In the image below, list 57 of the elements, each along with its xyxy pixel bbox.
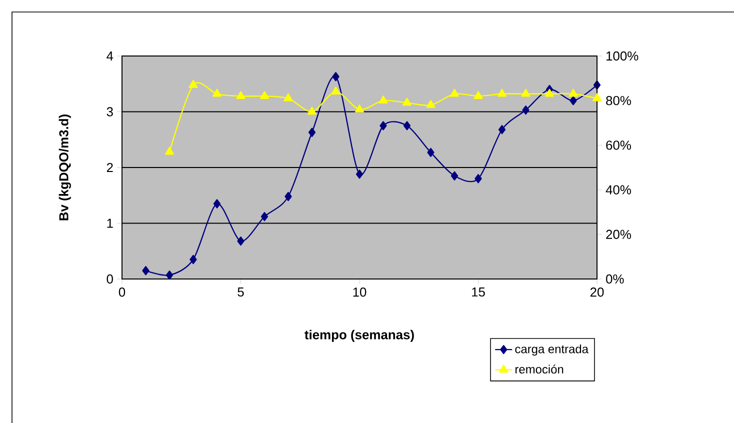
point: [260, 91, 269, 99]
y-tick-label: 3: [106, 107, 113, 116]
point: [331, 86, 340, 95]
point: [332, 72, 340, 82]
y2-tick-label: 60%: [606, 140, 631, 150]
point: [142, 266, 150, 276]
point: [165, 146, 174, 155]
point: [212, 88, 222, 97]
point: [356, 170, 364, 179]
point: [426, 100, 436, 108]
point: [450, 171, 458, 180]
point: [308, 128, 316, 137]
y2-tick-label: 100%: [606, 51, 638, 61]
point: [355, 104, 364, 112]
point: [260, 212, 268, 222]
x-axis-title: tiempo (semanas): [304, 330, 414, 342]
y2-tick-label: 0%: [606, 274, 624, 284]
y-tick-label: 0: [106, 274, 113, 284]
x-tick-label: 5: [238, 288, 244, 297]
y2-tick-label: 80%: [606, 96, 631, 106]
point: [450, 88, 459, 97]
point: [427, 148, 434, 158]
x-tick-label: 10: [353, 288, 366, 297]
point: [380, 121, 387, 130]
point: [403, 121, 411, 130]
x-tick-label: 15: [472, 288, 485, 297]
point: [236, 91, 246, 99]
point: [166, 270, 174, 280]
point: [522, 105, 530, 115]
point: [284, 192, 292, 202]
point: [592, 93, 602, 102]
point: [213, 199, 221, 208]
y-axis-title: Bv (kgDQO/m3.d): [58, 114, 71, 220]
y2-tick-label: 40%: [606, 185, 631, 194]
y-tick-label: 2: [106, 162, 113, 172]
x-tick-label: 0: [118, 288, 126, 297]
point: [188, 80, 198, 88]
point: [308, 106, 316, 115]
point: [545, 88, 554, 97]
legend-label: remoción: [516, 364, 564, 374]
point: [284, 93, 293, 102]
point: [402, 98, 412, 106]
legend-label: carga entrada: [515, 344, 588, 356]
x-tick-label: 20: [590, 288, 604, 297]
y2-tick-label: 20%: [606, 230, 631, 239]
y-tick-label: 1: [107, 218, 113, 228]
point: [378, 96, 388, 104]
point: [498, 88, 506, 97]
point: [498, 125, 506, 134]
point: [237, 236, 244, 246]
point: [568, 88, 578, 97]
point: [474, 174, 482, 184]
point: [521, 88, 530, 97]
point: [570, 96, 577, 106]
point: [474, 91, 483, 99]
point: [190, 254, 197, 264]
y-tick-label: 4: [106, 52, 114, 60]
